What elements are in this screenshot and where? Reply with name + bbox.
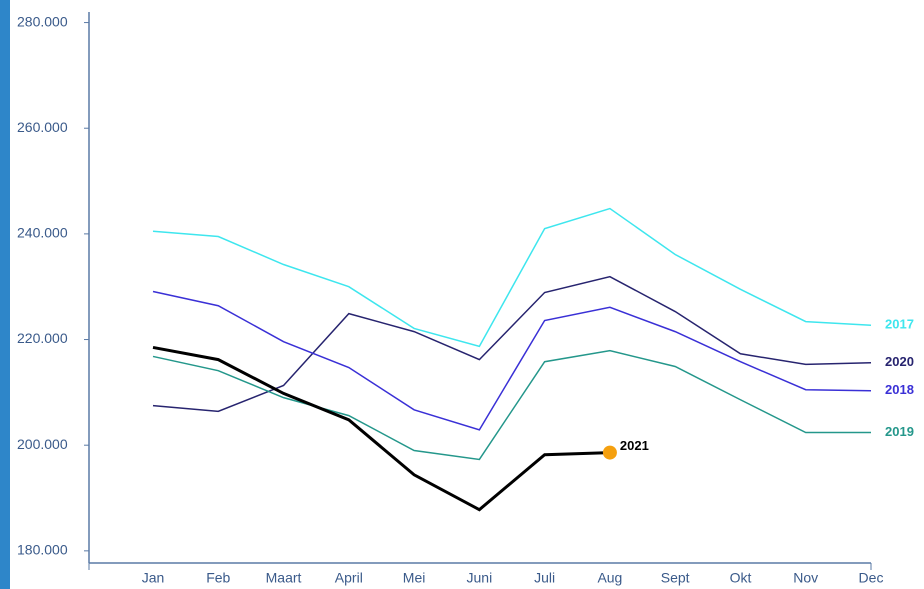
x-tick-label: Dec	[859, 570, 884, 586]
y-tick-label: 240.000	[17, 225, 68, 241]
series-label: 2020	[885, 354, 914, 369]
x-tick-label: Nov	[793, 570, 818, 586]
x-tick-label: Okt	[730, 570, 752, 586]
series-label: 2017	[885, 317, 914, 332]
series-line	[152, 290, 872, 431]
x-tick-label: Jan	[142, 570, 165, 586]
series-line	[152, 207, 872, 348]
x-tick-label: Sept	[661, 570, 690, 586]
series-line	[152, 345, 610, 512]
series-line	[152, 275, 872, 413]
series-label: 2019	[885, 424, 914, 439]
end-marker	[602, 445, 617, 460]
y-tick-label: 220.000	[17, 330, 68, 346]
x-tick-label: Mei	[403, 570, 426, 586]
x-tick-label: Juni	[467, 570, 493, 586]
x-tick-label: Juli	[534, 570, 555, 586]
y-tick-label: 260.000	[17, 119, 68, 135]
series-line	[152, 349, 871, 461]
series-label: 2018	[885, 382, 914, 397]
x-tick-label: Maart	[266, 570, 302, 586]
y-tick-label: 200.000	[17, 436, 68, 452]
x-tick-label: April	[335, 570, 363, 586]
y-tick-label: 280.000	[17, 13, 68, 29]
x-tick-label: Aug	[597, 570, 622, 586]
side-strip	[0, 0, 10, 589]
series-label: 2021	[620, 438, 649, 453]
x-tick-label: Feb	[206, 570, 230, 586]
y-tick-label: 180.000	[17, 542, 68, 558]
